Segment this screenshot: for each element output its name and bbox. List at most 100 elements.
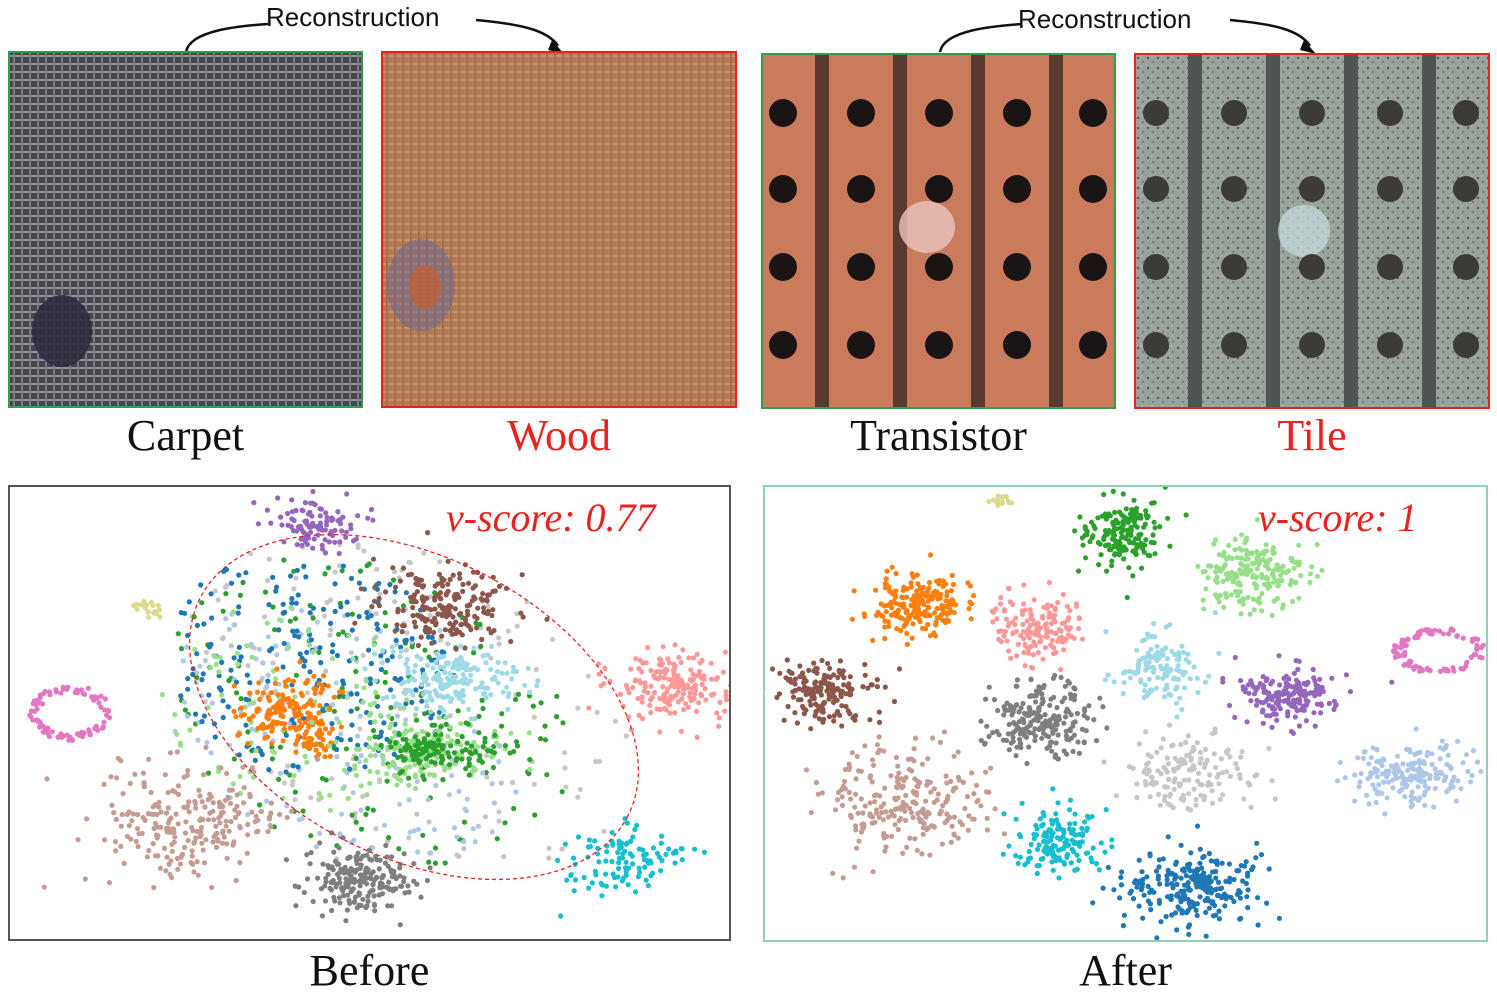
after-point — [1319, 568, 1324, 573]
before-point — [322, 571, 327, 576]
before-point — [398, 884, 403, 889]
after-point — [1181, 650, 1186, 655]
after-point — [1265, 586, 1270, 591]
before-point — [268, 521, 273, 526]
before-point — [328, 621, 333, 626]
before-point — [195, 738, 200, 743]
before-point — [288, 573, 293, 578]
after-point — [1280, 606, 1285, 611]
after-point — [1280, 564, 1285, 569]
before-point — [310, 546, 315, 551]
after-point — [1460, 760, 1465, 765]
before-point — [285, 815, 290, 820]
after-point — [1176, 663, 1181, 668]
after-point — [1396, 654, 1401, 659]
after-point — [1149, 647, 1154, 652]
before-point — [338, 604, 343, 609]
before-point — [393, 629, 398, 634]
before-point — [546, 856, 551, 861]
before-point — [407, 797, 412, 802]
after-point — [1239, 532, 1244, 537]
before-point — [397, 802, 402, 807]
before-point — [513, 697, 518, 702]
before-point — [176, 783, 181, 788]
before-point — [639, 669, 644, 674]
before-point — [337, 720, 342, 725]
before-point — [318, 513, 323, 518]
before-panel — [8, 485, 731, 941]
after-point — [937, 811, 942, 816]
before-point — [337, 895, 342, 900]
after-point — [1239, 548, 1244, 553]
before-point — [503, 660, 508, 665]
after-point — [895, 779, 900, 784]
before-point — [29, 708, 34, 713]
before-point — [440, 777, 445, 782]
after-point — [1319, 687, 1324, 692]
after-point — [1297, 659, 1302, 664]
after-point — [826, 697, 831, 702]
before-point — [452, 661, 457, 666]
before-point — [208, 642, 213, 647]
before-point — [242, 785, 247, 790]
after-point — [1311, 667, 1316, 672]
before-point — [460, 632, 465, 637]
before-point — [333, 884, 338, 889]
after-point — [1275, 562, 1280, 567]
before-point — [427, 627, 432, 632]
before-point — [360, 879, 365, 884]
after-point — [1059, 675, 1064, 680]
after-point — [906, 757, 911, 762]
before-point — [386, 880, 391, 885]
before-point — [289, 601, 294, 606]
before-point — [146, 757, 151, 762]
before-point — [383, 861, 388, 866]
after-point — [956, 775, 961, 780]
before-point — [546, 846, 551, 851]
after-point — [1060, 699, 1065, 704]
after-point — [1155, 768, 1160, 773]
after-point — [1229, 570, 1234, 575]
after-point — [850, 617, 855, 622]
before-point — [365, 806, 370, 811]
before-point — [111, 810, 116, 815]
before-point — [453, 606, 458, 611]
before-point — [489, 644, 494, 649]
after-point — [872, 799, 877, 804]
after-point — [1409, 761, 1414, 766]
after-point — [1032, 836, 1037, 841]
after-point — [1128, 530, 1133, 535]
before-point — [421, 551, 426, 556]
before-point — [301, 664, 306, 669]
after-point — [912, 836, 917, 841]
after-point — [842, 779, 847, 784]
before-point — [401, 566, 406, 571]
after-point — [1142, 688, 1147, 693]
before-point — [325, 863, 330, 868]
after-point — [1266, 746, 1271, 751]
before-point — [406, 572, 411, 577]
after-point — [1006, 649, 1011, 654]
before-point — [495, 836, 500, 841]
before-point — [534, 667, 539, 672]
after-point — [1355, 755, 1360, 760]
before-point — [452, 750, 457, 755]
before-point — [294, 673, 299, 678]
after-point — [1236, 580, 1241, 585]
after-point — [1238, 678, 1243, 683]
after-point — [996, 629, 1001, 634]
after-point — [966, 828, 971, 833]
after-point — [1199, 875, 1204, 880]
before-point — [496, 635, 501, 640]
after-point — [870, 814, 875, 819]
before-point — [679, 660, 684, 665]
after-point — [1043, 712, 1048, 717]
before-point — [432, 773, 437, 778]
after-point — [1438, 745, 1443, 750]
before-point — [156, 603, 161, 608]
before-point — [476, 824, 481, 829]
after-point — [1167, 793, 1172, 798]
before-point — [361, 548, 366, 553]
before-point — [641, 853, 646, 858]
after-point — [1230, 556, 1235, 561]
